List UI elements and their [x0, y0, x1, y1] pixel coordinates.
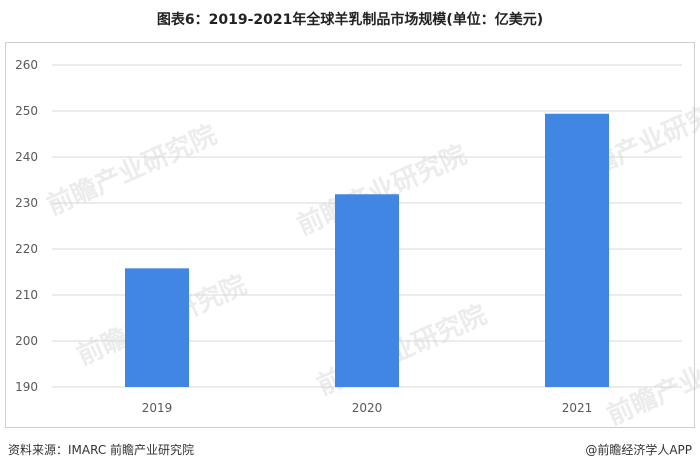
source-note: 资料来源：IMARC 前瞻产业研究院 — [8, 443, 195, 457]
x-tick-label: 2020 — [352, 401, 383, 415]
chart-frame — [5, 42, 695, 428]
y-tick-label: 240 — [15, 150, 38, 164]
bars — [125, 113, 609, 387]
y-tick-label: 190 — [15, 380, 38, 394]
y-tick-label: 200 — [15, 334, 38, 348]
chart-title: 图表6：2019-2021年全球羊乳制品市场规模(单位：亿美元) — [156, 12, 544, 28]
credit-note: @前瞻经济学人APP — [585, 443, 692, 457]
y-tick-label: 210 — [15, 288, 38, 302]
bar-2020 — [335, 194, 399, 387]
x-axis-ticks: 2019 2020 2021 — [142, 401, 593, 415]
bar-chart: 190 200 210 220 230 240 250 260 2019 2020 2021 — [15, 58, 682, 415]
y-tick-label: 230 — [15, 196, 38, 210]
y-tick-label: 220 — [15, 242, 38, 256]
y-axis-ticks: 190 200 210 220 230 240 250 260 — [15, 58, 38, 394]
x-tick-label: 2019 — [142, 401, 173, 415]
y-tick-label: 260 — [15, 58, 38, 72]
footer: 资料来源：IMARC 前瞻产业研究院 @前瞻经济学人APP — [0, 441, 700, 461]
y-tick-label: 250 — [15, 104, 38, 118]
x-tick-label: 2021 — [562, 401, 593, 415]
bar-2019 — [125, 268, 189, 387]
bar-2021 — [545, 113, 609, 387]
